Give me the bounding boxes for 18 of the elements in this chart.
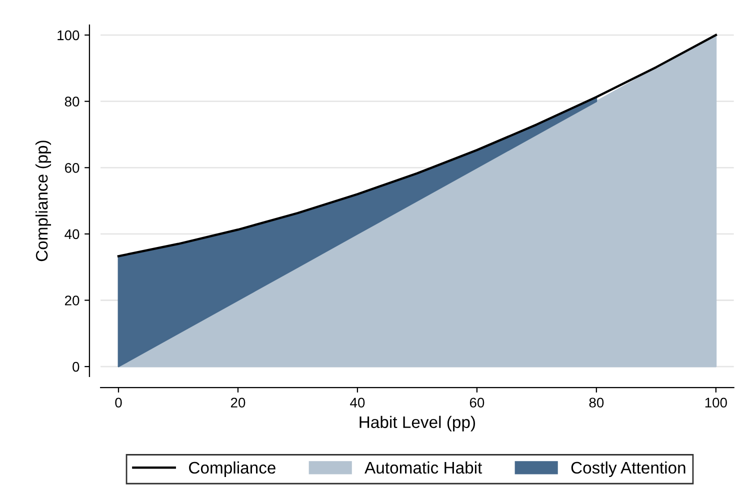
x-tick-label: 60 (470, 398, 484, 408)
legend-label: Costly Attention (571, 461, 686, 477)
x-tick-label: 0 (115, 398, 122, 408)
y-tick-label: 100 (58, 30, 80, 40)
x-axis-title: Habit Level (pp) (360, 416, 475, 432)
legend-label: Automatic Habit (364, 461, 482, 474)
y-tick-label: 0 (72, 362, 80, 372)
x-tick-label: 80 (589, 398, 604, 408)
y-tick-label: 80 (64, 96, 80, 107)
line-series (117, 34, 718, 258)
x-tick-label: 40 (350, 398, 365, 408)
x-tick-label: 20 (230, 398, 246, 408)
x-tick-label: 100 (705, 398, 727, 408)
legend-label: Compliance (189, 461, 276, 477)
y-axis-title: Compliance (pp) (35, 140, 52, 262)
y-tick-label: 40 (64, 229, 80, 240)
y-tick-label: 60 (65, 162, 80, 173)
y-tick-label: 20 (64, 296, 80, 306)
